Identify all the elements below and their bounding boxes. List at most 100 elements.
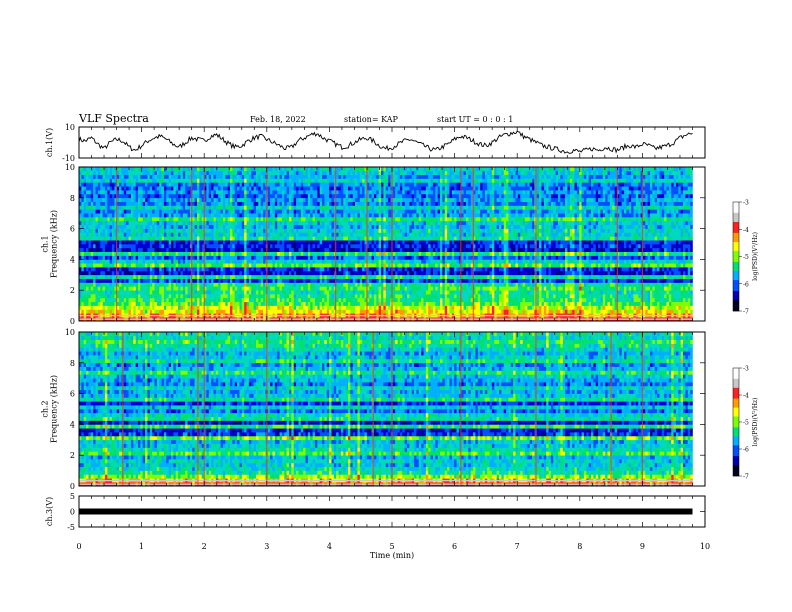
spectrogram-cell	[345, 274, 349, 279]
spectrogram-cell	[602, 274, 606, 279]
spectrogram-cell	[491, 297, 495, 303]
spectrogram-cell	[355, 294, 358, 299]
spectrogram-cell	[187, 270, 191, 276]
spectrogram-cell	[270, 301, 273, 306]
spectrogram-cell	[539, 278, 542, 283]
spectrogram-cell	[397, 259, 401, 264]
spectrogram-cell	[565, 301, 568, 306]
spectrogram-cell	[95, 278, 99, 283]
spectrogram-cell	[378, 251, 382, 256]
spectrogram-cell	[244, 247, 247, 252]
spectrogram-cell	[574, 263, 578, 268]
spectrogram-cell	[687, 259, 691, 264]
spectrogram-cell	[432, 270, 436, 276]
spectrogram-cell	[465, 278, 469, 283]
spectrogram-cell	[324, 270, 328, 276]
spectrogram-cell	[522, 290, 526, 295]
spectrogram-cell	[532, 255, 535, 260]
spectrogram-cell	[90, 270, 94, 276]
spectrogram-cell	[159, 259, 162, 264]
spectrogram-cell	[491, 278, 495, 283]
spectrogram-cell	[392, 278, 396, 283]
spectrogram-cell	[291, 294, 295, 299]
spectrogram-cell	[494, 278, 497, 283]
spectrogram-cell	[546, 251, 549, 256]
spectrogram-cell	[574, 294, 578, 299]
spectrogram-cell	[591, 267, 594, 272]
spectrogram-cell	[371, 305, 375, 310]
spectrogram-cell	[624, 259, 627, 264]
spectrogram-cell	[588, 301, 592, 306]
spectrogram-cell	[416, 301, 420, 306]
spectrogram-cell	[376, 305, 379, 310]
spectrogram-cell	[258, 297, 261, 303]
spectrogram-cell	[102, 255, 106, 260]
spectrogram-cell	[145, 259, 148, 264]
spectrogram-cell	[527, 301, 530, 306]
spectrogram-cell	[234, 305, 238, 310]
spectrogram-cell	[423, 274, 427, 279]
spectrogram-cell	[260, 251, 264, 256]
spectrogram-cell	[444, 251, 448, 256]
spectrogram-cell	[336, 286, 339, 291]
spectrogram-cell	[536, 309, 540, 314]
spectrogram-cell	[395, 309, 398, 314]
spectrogram-cell	[399, 267, 403, 272]
spectrogram-cell	[404, 255, 408, 260]
spectrogram-cell	[532, 267, 535, 272]
spectrogram-cell	[442, 255, 446, 260]
spectrogram-cell	[166, 247, 169, 252]
spectrogram-cell	[248, 263, 252, 268]
spectrogram-cell	[388, 309, 391, 314]
spectrogram-cell	[222, 270, 226, 276]
spectrogram-cell	[444, 247, 448, 252]
spectrogram-cell	[579, 278, 582, 283]
spectrogram-cell	[88, 278, 92, 283]
spectrogram-cell	[513, 247, 516, 252]
spectrogram-cell	[119, 309, 122, 314]
spectrogram-cell	[208, 259, 212, 264]
spectrogram-cell	[102, 294, 106, 299]
spectrogram-cell	[180, 247, 184, 252]
spectrogram-cell	[163, 247, 167, 252]
spectrogram-cell	[102, 301, 106, 306]
spectrogram-cell	[657, 251, 660, 256]
spectrogram-cell	[489, 305, 493, 310]
spectrogram-cell	[456, 290, 460, 295]
spectrogram-cell	[515, 282, 519, 287]
spectrogram-cell	[631, 294, 634, 299]
spectrogram-cell	[562, 259, 566, 264]
spectrogram-cell	[149, 247, 153, 252]
spectrogram-cell	[156, 309, 160, 314]
spectrogram-cell	[600, 286, 604, 291]
spectrogram-cell	[298, 247, 302, 252]
spectrogram-cell	[86, 251, 89, 256]
spectrogram-cell	[329, 282, 332, 287]
spectrogram-cell	[355, 297, 358, 303]
spectrogram-cell	[515, 278, 519, 283]
spectrogram-cell	[619, 294, 622, 299]
spectrogram-cell	[388, 259, 391, 264]
spectrogram-cell	[145, 274, 148, 279]
spectrogram-cell	[616, 278, 620, 283]
spectrogram-cell	[671, 259, 674, 264]
spectrogram-cell	[107, 263, 110, 268]
spectrogram-cell	[515, 294, 519, 299]
spectrogram-cell	[303, 255, 306, 260]
spectrogram-cell	[546, 259, 549, 264]
spectrogram-cell	[529, 267, 533, 272]
spectrogram-cell	[213, 263, 217, 268]
spectrogram-cell	[213, 267, 217, 272]
spectrogram-cell	[347, 278, 351, 283]
spectrogram-cell	[532, 290, 535, 295]
spectrogram-cell	[232, 297, 236, 303]
spectrogram-cell	[362, 294, 365, 299]
spectrogram-cell	[388, 278, 391, 283]
spectrogram-cell	[480, 297, 483, 303]
spectrogram-cell	[588, 309, 592, 314]
spectrogram-cell	[522, 259, 526, 264]
spectrogram-cell	[93, 274, 96, 279]
spectrogram-cell	[666, 305, 670, 310]
spectrogram-cell	[687, 290, 691, 295]
spectrogram-cell	[647, 274, 651, 279]
